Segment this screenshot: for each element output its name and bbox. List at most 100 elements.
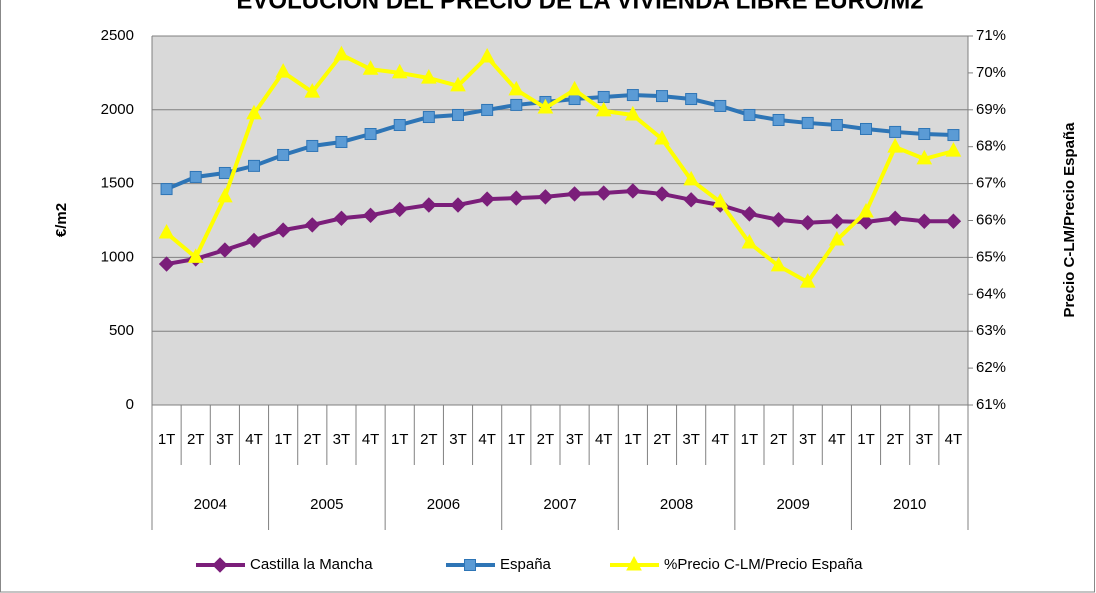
x-group-label: 2010: [893, 496, 926, 513]
data-point: [450, 76, 466, 92]
x-group-label: 2005: [310, 496, 343, 513]
data-point: [566, 80, 583, 96]
data-point: [392, 201, 408, 218]
data-point: [248, 159, 260, 172]
y2-tick-label: 70%: [976, 64, 1006, 81]
y-tick-label: 0: [126, 396, 134, 413]
y-tick-label: 1500: [101, 175, 134, 192]
data-point: [889, 125, 902, 138]
x-group-label: 2006: [427, 496, 460, 513]
data-point: [654, 129, 670, 145]
data-point: [275, 63, 291, 78]
y-tick-label: 2000: [101, 101, 134, 118]
x-tick-label: 3T: [566, 431, 584, 448]
data-point: [916, 149, 933, 165]
data-point: [508, 80, 525, 96]
data-point: [712, 192, 729, 208]
data-point: [596, 185, 612, 201]
data-point: [918, 128, 931, 141]
data-point: [683, 170, 699, 186]
data-point: [770, 212, 787, 228]
x-tick-label: 2T: [420, 431, 438, 448]
data-point: [189, 170, 202, 183]
data-point: [158, 256, 175, 272]
data-point: [393, 119, 406, 132]
x-tick-label: 4T: [595, 431, 613, 448]
x-tick-label: 1T: [274, 431, 292, 448]
data-point: [858, 214, 874, 230]
x-tick-label: 4T: [945, 431, 963, 448]
data-point: [217, 242, 233, 258]
data-point: [508, 190, 524, 206]
data-point: [597, 90, 610, 103]
data-point: [945, 142, 962, 157]
x-tick-label: 4T: [245, 431, 263, 448]
data-point: [626, 89, 639, 102]
data-point: [304, 217, 320, 233]
data-point: [537, 189, 554, 205]
data-point: [829, 231, 845, 246]
data-point: [275, 222, 291, 238]
data-point: [306, 139, 319, 152]
data-point: [421, 69, 437, 84]
data-point: [277, 148, 290, 161]
legend-marker: [626, 555, 642, 571]
data-point: [304, 83, 321, 98]
data-point: [333, 210, 350, 226]
x-tick-label: 3T: [682, 431, 700, 448]
data-point: [741, 206, 758, 222]
data-point: [217, 187, 233, 203]
series-line: [165, 52, 954, 285]
x-tick-label: 3T: [216, 431, 234, 448]
data-point: [421, 197, 437, 213]
data-point: [479, 191, 495, 207]
data-point: [362, 207, 379, 224]
data-point: [741, 233, 758, 249]
data-point: [683, 192, 699, 208]
data-point: [625, 183, 641, 199]
data-point: [510, 98, 523, 111]
x-tick-label: 2T: [187, 431, 205, 448]
data-point: [799, 273, 816, 288]
data-point: [945, 213, 962, 229]
y-tick-label: 1000: [101, 248, 134, 265]
y2-tick-label: 66%: [976, 211, 1006, 228]
x-tick-label: 3T: [799, 431, 817, 448]
x-tick-label: 1T: [624, 431, 642, 448]
data-point: [772, 113, 785, 126]
data-point: [481, 103, 494, 116]
data-point: [218, 166, 231, 179]
x-tick-label: 1T: [391, 431, 409, 448]
x-tick-label: 4T: [712, 431, 730, 448]
data-point: [656, 90, 668, 103]
x-tick-label: 2T: [770, 431, 788, 448]
data-point: [830, 119, 843, 132]
data-point: [187, 248, 204, 263]
x-tick-label: 3T: [333, 431, 351, 448]
chart-title: EVOLUCIÓN DEL PRECIO DE LA VIVIENDA LIBR…: [236, 0, 923, 14]
data-point: [537, 98, 554, 114]
legend-label: España: [500, 556, 552, 573]
data-point: [158, 223, 175, 239]
y2-tick-label: 64%: [976, 285, 1006, 302]
y2-tick-label: 61%: [976, 396, 1006, 413]
data-point: [801, 116, 814, 129]
x-group-label: 2004: [194, 496, 227, 513]
y2-tick-label: 67%: [976, 175, 1006, 192]
data-point: [770, 256, 787, 272]
x-group-label: 2009: [776, 496, 809, 513]
data-point: [479, 47, 495, 63]
data-point: [887, 138, 903, 153]
x-tick-label: 2T: [653, 431, 671, 448]
y2-tick-label: 69%: [976, 101, 1006, 118]
x-tick-label: 3T: [449, 431, 467, 448]
x-tick-label: 4T: [362, 431, 380, 448]
data-point: [947, 129, 960, 142]
data-point: [450, 197, 466, 213]
data-point: [654, 186, 670, 202]
data-point: [362, 60, 379, 75]
y2-tick-label: 71%: [976, 27, 1006, 44]
series-line: [166, 188, 954, 267]
